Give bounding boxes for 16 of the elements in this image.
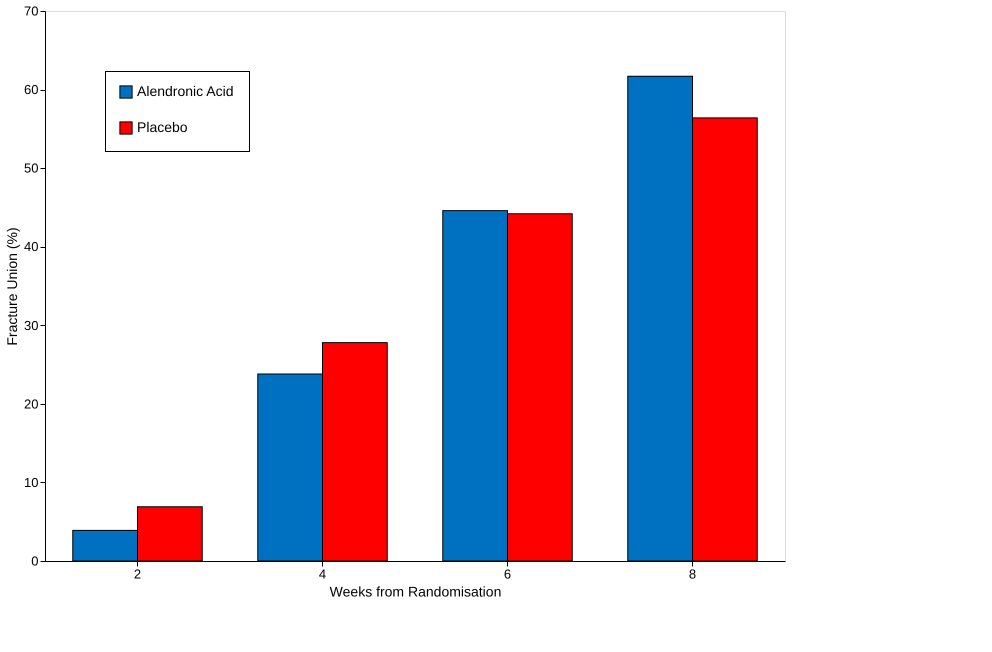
y-tick-label: 70 (24, 4, 38, 18)
x-axis-title: Weeks from Randomisation (330, 584, 502, 600)
y-tick-label: 30 (24, 318, 38, 333)
y-tick-label: 0 (31, 554, 38, 568)
legend-label: Placebo (137, 119, 188, 135)
x-tick-label: 2 (134, 566, 142, 582)
y-tick-label: 50 (24, 160, 38, 176)
legend-label: Alendronic Acid (137, 83, 234, 99)
y-tick-label: 60 (24, 82, 38, 98)
y-tick-label: 20 (24, 396, 38, 412)
x-tick-label: 8 (688, 566, 696, 582)
x-tick-label: 6 (504, 566, 512, 582)
y-axis-title: Fracture Union (%) (4, 227, 20, 346)
y-tick-label: 40 (24, 239, 38, 254)
y-tick-label: 10 (24, 474, 38, 490)
x-tick-label: 4 (318, 566, 326, 582)
